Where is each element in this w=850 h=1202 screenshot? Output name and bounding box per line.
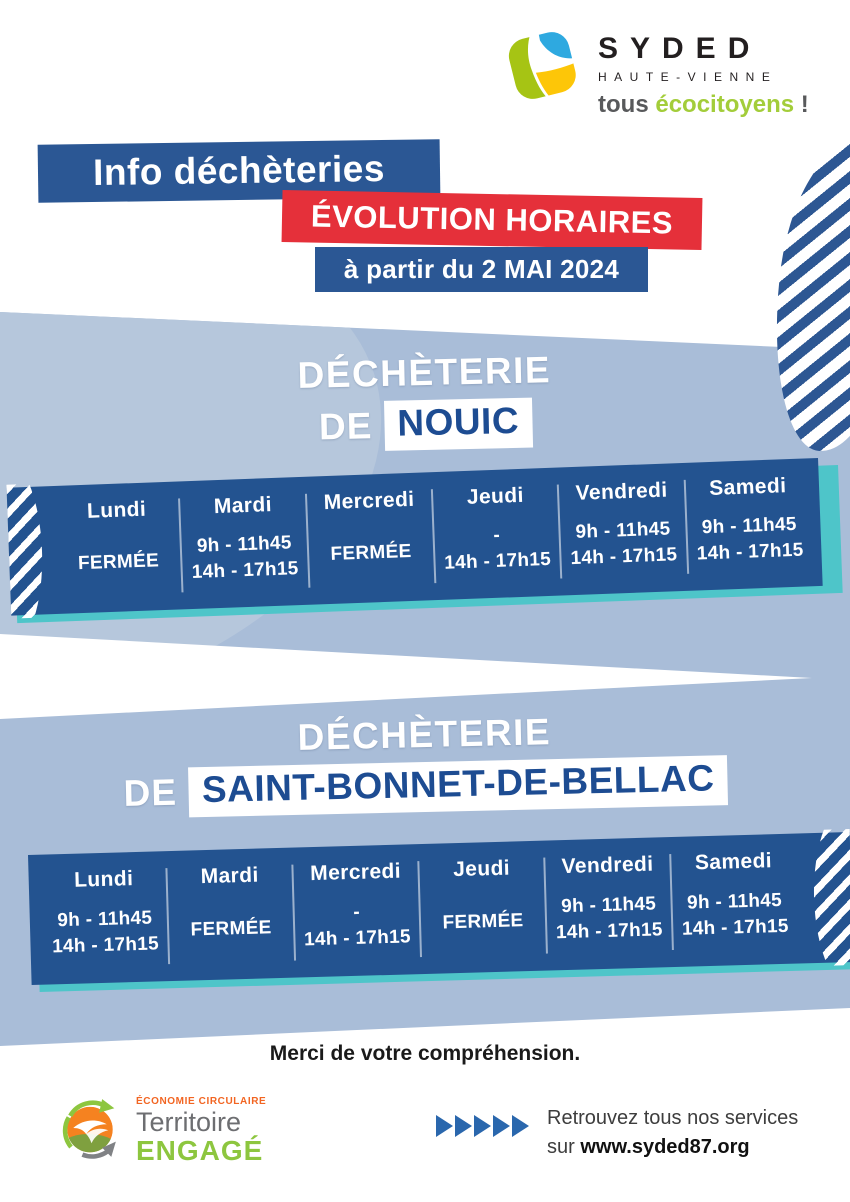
day-hours: 14h - 17h15 [696, 539, 804, 565]
day-label: Vendredi [561, 852, 654, 879]
day-cell: Lundi 9h - 11h45 14h - 17h15 [40, 851, 170, 984]
day-hours: 14h - 17h15 [681, 915, 789, 940]
day-label: Jeudi [466, 483, 525, 509]
day-hours: 9h - 11h45 [57, 907, 153, 932]
date-banner: à partir du 2 MAI 2024 [315, 247, 648, 292]
day-hours: 9h - 11h45 [196, 532, 293, 557]
day-label: Vendredi [575, 478, 668, 505]
site-header-saint-bonnet: DÉCHÈTERIE DE SAINT-BONNET-DE-BELLAC [0, 704, 850, 821]
stripes-decoration [798, 829, 850, 966]
day-label: Samedi [694, 849, 773, 875]
day-hours: 14h - 17h15 [51, 933, 160, 958]
day-cell: Samedi 9h - 11h45 14h - 17h15 [684, 458, 815, 591]
day-hours: FERMÉE [442, 910, 524, 934]
day-hours: 14h - 17h15 [570, 544, 678, 570]
syded-logo-icon [500, 24, 584, 113]
services-footer: Retrouvez tous nos services sur www.syde… [436, 1104, 798, 1162]
arrow-right-icon [493, 1115, 510, 1137]
day-label: Lundi [86, 497, 147, 523]
territoire-line2: Territoire [136, 1106, 242, 1137]
day-hours: 9h - 11h45 [701, 513, 798, 539]
day-hours: 9h - 11h45 [686, 889, 783, 914]
site-prefix: DE [123, 771, 178, 814]
day-hours: - [493, 524, 501, 546]
arrow-right-icon [512, 1115, 529, 1137]
date-banner-label: à partir du 2 MAI 2024 [343, 254, 620, 284]
territoire-line1: ÉCONOMIE CIRCULAIRE [136, 1095, 267, 1107]
day-cell: Mercredi FERMÉE [305, 472, 436, 605]
syded-logo: SYDED HAUTE-VIENNE tous écocitoyens ! [500, 24, 809, 119]
schedule-table-saint-bonnet: Lundi 9h - 11h45 14h - 17h15 Mardi FERMÉE… [28, 832, 850, 985]
day-label: Mercredi [323, 487, 415, 515]
stripes-decoration [6, 483, 57, 619]
website-url[interactable]: www.syded87.org [580, 1136, 750, 1158]
day-label: Samedi [708, 474, 787, 500]
brand-subtitle: HAUTE-VIENNE [598, 70, 778, 84]
territoire-engage-logo: ÉCONOMIE CIRCULAIRE Territoire ENGAGÉ [52, 1090, 266, 1171]
evolution-banner-label: ÉVOLUTION HORAIRES [310, 198, 674, 241]
closing-message: Merci de votre compréhension. [269, 1042, 581, 1065]
day-label: Mardi [213, 493, 273, 519]
day-hours: 9h - 11h45 [575, 518, 671, 543]
brand-name: SYDED [598, 32, 762, 65]
evolution-banner: ÉVOLUTION HORAIRES [281, 189, 703, 251]
day-hours: 14h - 17h15 [303, 926, 412, 951]
day-hours: FERMÉE [330, 540, 412, 565]
day-hours: 14h - 17h15 [443, 548, 552, 574]
day-label: Lundi [73, 867, 134, 892]
site-prefix: DE [318, 405, 373, 448]
arrow-right-icon [436, 1115, 453, 1137]
day-hours: 9h - 11h45 [560, 893, 657, 918]
day-cell: Mercredi - 14h - 17h15 [292, 844, 422, 977]
day-cell: Vendredi 9h - 11h45 14h - 17h15 [544, 837, 674, 970]
territoire-line3: ENGAGÉ [136, 1134, 264, 1166]
day-hours: FERMÉE [77, 550, 160, 575]
day-cell: Mardi FERMÉE [166, 848, 296, 981]
arrow-right-icon [455, 1115, 472, 1137]
services-line1: Retrouvez tous nos services [547, 1107, 799, 1129]
day-cell: Jeudi FERMÉE [418, 841, 548, 974]
site-header-nouic: DÉCHÈTERIE DE NOUIC [0, 342, 850, 459]
day-hours: FERMÉE [190, 917, 272, 941]
day-hours: 14h - 17h15 [555, 919, 664, 944]
day-hours: 14h - 17h15 [191, 558, 299, 584]
arrow-right-icon [474, 1115, 491, 1137]
info-banner-label: Info déchèteries [92, 147, 386, 194]
site-name-chip: NOUIC [383, 397, 533, 451]
day-label: Mercredi [309, 859, 402, 886]
day-hours: - [353, 901, 361, 923]
day-cell: Vendredi 9h - 11h45 14h - 17h15 [557, 463, 688, 596]
day-cell: Mardi 9h - 11h45 14h - 17h15 [179, 477, 310, 610]
day-label: Mardi [200, 863, 259, 889]
services-line2: sur www.syded87.org [547, 1136, 750, 1158]
territoire-engage-icon [52, 1090, 128, 1171]
arrow-right-icons [436, 1115, 531, 1137]
brand-tagline: tous écocitoyens ! [598, 91, 809, 118]
day-cell: Samedi 9h - 11h45 14h - 17h15 [670, 834, 800, 967]
day-label: Jeudi [452, 856, 511, 882]
day-cell: Jeudi -14h - 17h15 [431, 468, 562, 601]
day-cell: Lundi FERMÉE [53, 481, 184, 614]
